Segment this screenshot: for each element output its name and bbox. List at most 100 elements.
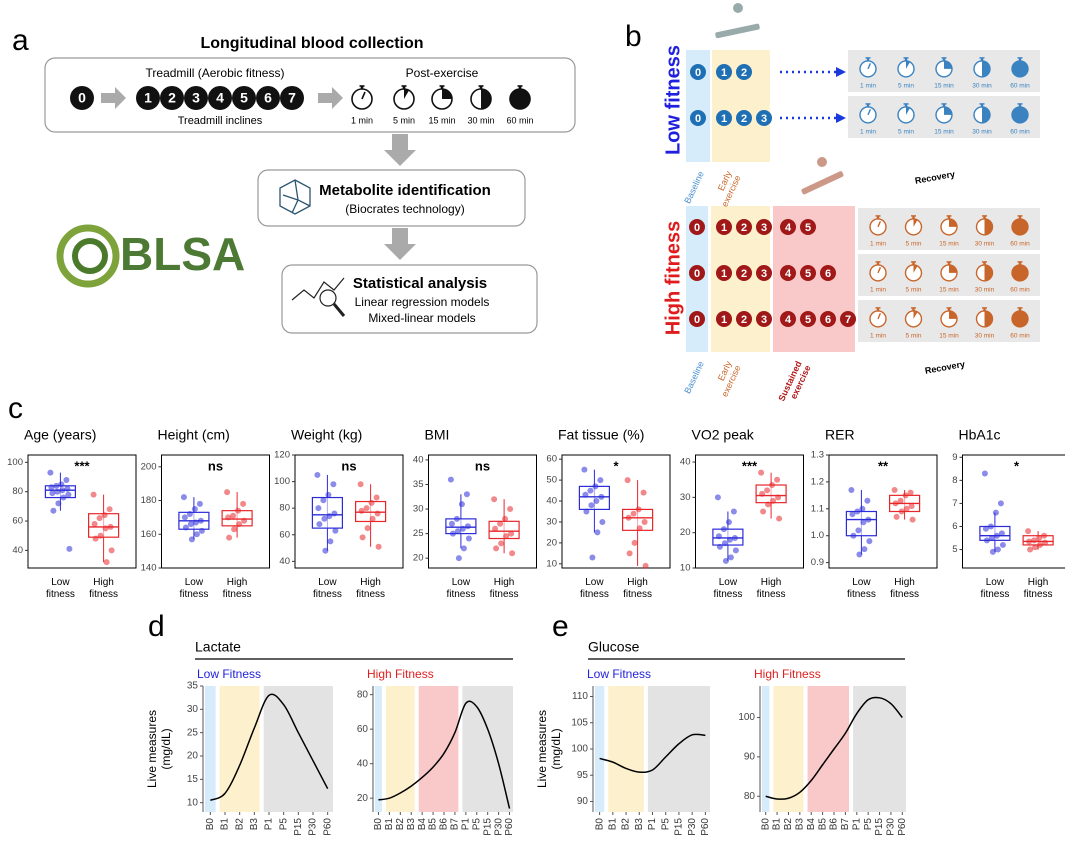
- point: [631, 539, 638, 546]
- y-tick-label: 1.0: [811, 530, 824, 541]
- point: [316, 521, 323, 528]
- time-label: 1 min: [860, 83, 876, 90]
- y-axis-label: Live measures: [145, 710, 159, 788]
- point: [187, 521, 194, 528]
- line: [210, 693, 329, 802]
- y-tick-label: 80: [12, 486, 23, 497]
- x-tick-label: B0: [373, 818, 384, 831]
- point: [776, 515, 783, 522]
- point: [196, 500, 203, 507]
- point: [725, 519, 732, 526]
- treadmill-label: Treadmill (Aerobic fitness): [146, 66, 285, 80]
- point: [865, 516, 872, 523]
- phase-label: Earlyexercise: [711, 169, 743, 208]
- y-tick-label: 35: [413, 479, 424, 490]
- y-tick-label: 30: [680, 492, 691, 503]
- stage-number: 1: [721, 113, 727, 125]
- line: [599, 733, 706, 773]
- stage-circle: [756, 265, 772, 281]
- y-tick-label: 20: [413, 553, 424, 564]
- stage-circle: [756, 311, 772, 327]
- x-tick-label: B6: [829, 818, 840, 831]
- point: [775, 494, 782, 501]
- time-label: 30 min: [975, 241, 995, 248]
- stopwatch-fill: [949, 310, 957, 319]
- stopwatch-hand: [877, 313, 882, 320]
- point: [981, 470, 988, 477]
- time-label: 15 min: [934, 129, 954, 136]
- y-tick-label: 20: [187, 751, 199, 762]
- stopwatch-fill: [984, 264, 993, 281]
- point: [96, 515, 103, 522]
- stage-number: 3: [192, 90, 200, 106]
- point: [91, 520, 98, 527]
- time-label: 5 min: [898, 83, 914, 90]
- x-tick-label: High fitness: [223, 577, 252, 600]
- stage-number: 2: [168, 90, 176, 106]
- chart-title: Low Fitness: [587, 667, 651, 681]
- arrow: [384, 228, 416, 260]
- point: [327, 538, 334, 545]
- stage-number: 0: [695, 67, 701, 79]
- point: [998, 530, 1005, 537]
- x-tick-label: P15: [482, 818, 493, 836]
- x-tick-label: Low fitness: [179, 577, 208, 600]
- point: [64, 485, 71, 492]
- point: [182, 524, 189, 531]
- x-tick-label: B3: [634, 818, 645, 831]
- y-tick-label: 105: [571, 717, 588, 728]
- stage-circle: [820, 265, 836, 281]
- point: [180, 494, 187, 501]
- stage-number: 1: [721, 268, 727, 280]
- time-label: 1 min: [870, 287, 886, 294]
- stage-number: 6: [825, 314, 831, 326]
- point: [497, 520, 504, 527]
- point: [636, 525, 643, 532]
- y-tick-label: 25: [413, 528, 424, 539]
- x-tick-label: P5: [863, 818, 874, 831]
- x-tick-label: High fitness: [757, 577, 786, 600]
- stage-circle: [800, 265, 816, 281]
- stage-circle: [160, 86, 184, 110]
- point: [992, 509, 999, 516]
- stopwatch-hand: [867, 109, 872, 116]
- stage-number: 5: [805, 268, 811, 280]
- point: [198, 527, 205, 534]
- time-label: 1 min: [870, 241, 886, 248]
- point: [48, 484, 55, 491]
- phase-band: [375, 686, 382, 812]
- point: [1042, 539, 1049, 546]
- stopwatch-fill: [913, 310, 918, 319]
- y-tick-label: 40: [357, 758, 369, 769]
- y-tick-label: 50: [546, 475, 557, 486]
- group-label: High fitness: [662, 221, 684, 335]
- step-box: [281, 264, 538, 334]
- point: [374, 510, 381, 517]
- stopwatch: [1011, 310, 1029, 328]
- y-tick-label: 60: [279, 529, 290, 540]
- time-label: 1 min: [351, 115, 373, 125]
- point: [849, 511, 856, 518]
- point: [759, 490, 766, 497]
- stopwatch-hand: [877, 221, 882, 228]
- point: [855, 527, 862, 534]
- point: [848, 486, 855, 493]
- chart-title: Age (years): [24, 427, 96, 443]
- point: [907, 489, 914, 496]
- stage-circle: [689, 219, 705, 235]
- y-tick-label: 30: [413, 504, 424, 515]
- phase-band: [385, 686, 415, 812]
- time-label: 60 min: [1010, 333, 1030, 340]
- point: [983, 537, 990, 544]
- arrow-head: [836, 113, 846, 123]
- panel-letter: a: [12, 24, 29, 57]
- point: [181, 514, 188, 521]
- panel-letter: b: [625, 20, 642, 53]
- time-label: 1 min: [860, 129, 876, 136]
- stopwatch-hand: [361, 91, 366, 100]
- y-tick-label: 40: [12, 545, 23, 556]
- point: [720, 526, 727, 533]
- x-tick-label: B1: [772, 818, 783, 831]
- x-tick-label: B4: [417, 818, 428, 831]
- point: [625, 514, 632, 521]
